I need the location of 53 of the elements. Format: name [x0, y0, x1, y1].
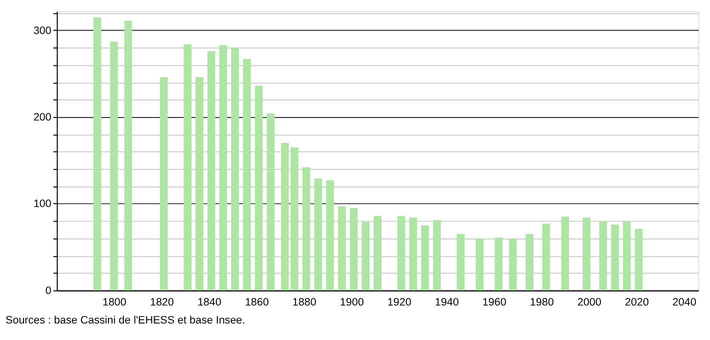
x-tick-label: 1840 — [197, 296, 222, 309]
bar — [362, 222, 370, 290]
bar — [207, 51, 216, 290]
bar — [243, 58, 251, 290]
bar — [622, 221, 631, 290]
x-tick-label: 1940 — [434, 296, 459, 309]
x-tick-label: 1980 — [530, 296, 554, 309]
x-tick-label: 2000 — [577, 296, 602, 309]
bar — [219, 45, 228, 290]
bar — [184, 44, 192, 290]
bar — [124, 20, 132, 290]
bar — [456, 234, 465, 290]
x-tick-label: 2040 — [672, 296, 696, 309]
bar — [409, 218, 418, 290]
bar — [476, 238, 484, 290]
bar — [582, 218, 590, 290]
bar — [160, 77, 168, 290]
bar — [634, 228, 643, 290]
bar — [338, 206, 346, 290]
x-tick-label: 2020 — [624, 296, 649, 309]
x-tick-label: 1820 — [150, 296, 174, 309]
bar — [599, 221, 608, 290]
bar — [254, 86, 263, 290]
y-tick-label: 100 — [33, 198, 52, 210]
bar — [508, 238, 517, 290]
bar — [494, 237, 503, 290]
bar — [421, 225, 429, 290]
x-tick-label: 1860 — [244, 296, 269, 309]
bar — [397, 216, 406, 290]
x-tick-label: 1920 — [387, 296, 412, 309]
bar — [302, 167, 310, 290]
x-tick-label: 1900 — [340, 296, 364, 309]
source-note: Sources : base Cassini de l'EHESS et base Insee. — [6, 314, 246, 327]
y-tick-label: 0 — [45, 284, 52, 297]
y-tick-label: 200 — [33, 111, 52, 124]
x-tick-label: 1960 — [482, 296, 506, 309]
bar — [374, 216, 382, 290]
x-tick-label: 1880 — [292, 296, 316, 309]
bar — [314, 178, 322, 290]
bar — [561, 216, 570, 290]
bar — [231, 48, 239, 290]
bar — [196, 77, 204, 290]
bar — [326, 180, 334, 290]
bar — [611, 224, 619, 290]
bar — [432, 220, 441, 290]
x-tick-label: 1800 — [102, 296, 126, 309]
bar — [266, 114, 275, 290]
bar — [93, 17, 102, 290]
bar — [542, 224, 550, 290]
bar — [526, 234, 534, 290]
bar — [110, 42, 118, 290]
y-tick-label: 300 — [33, 24, 52, 37]
bar — [350, 208, 358, 290]
